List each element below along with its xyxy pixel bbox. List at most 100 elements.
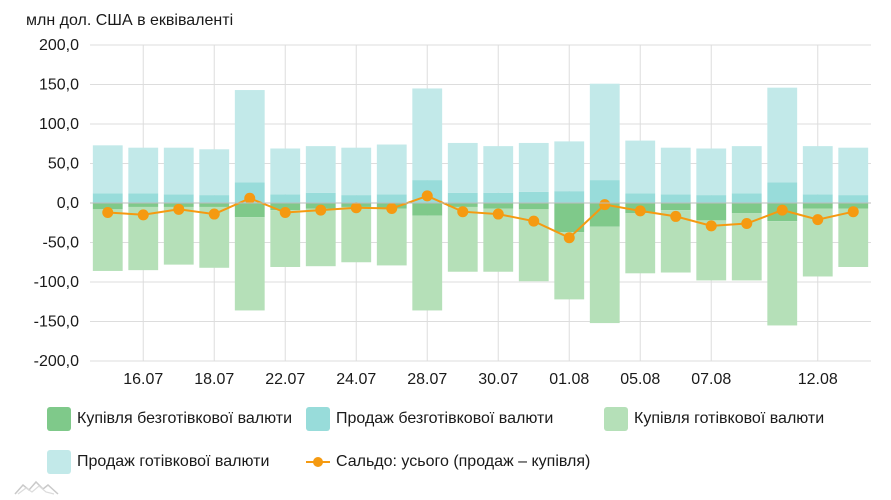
y-tick-label: -50,0: [43, 235, 80, 252]
bar-cash-sell: [341, 147, 372, 196]
legend-item-cash-sell: Продаж готівкової валюти: [47, 450, 269, 474]
bar-noncash-buy: [234, 203, 265, 218]
bar-cash-sell: [518, 142, 549, 192]
y-tick-label: 150,0: [39, 77, 79, 94]
balance-point: [634, 205, 646, 217]
bar-noncash-sell: [305, 192, 336, 203]
legend-swatch-noncash-buy: [47, 407, 71, 431]
bar-cash-sell: [554, 141, 585, 192]
x-tick-label: 07.08: [691, 371, 731, 388]
bar-noncash-sell: [128, 193, 159, 203]
bar-noncash-buy: [270, 203, 301, 211]
bar-noncash-sell: [447, 192, 478, 203]
legend-marker-balance: [306, 450, 330, 474]
bar-noncash-sell: [92, 193, 123, 203]
bar-cash-buy: [767, 221, 798, 326]
balance-point: [386, 203, 398, 215]
balance-point: [279, 206, 291, 218]
y-tick-label: 50,0: [48, 156, 79, 173]
balance-line: [107, 194, 854, 239]
bar-noncash-buy: [92, 203, 123, 210]
balance-point: [599, 199, 611, 211]
logo-icon: [14, 480, 59, 495]
bar-cash-sell: [483, 146, 514, 193]
balance-point: [705, 220, 717, 232]
bar-cash-sell: [589, 83, 620, 181]
bar-noncash-sell: [234, 182, 265, 203]
bar-cash-buy: [838, 208, 869, 267]
x-tick-label: 12.08: [798, 371, 838, 388]
bar-cash-sell: [128, 147, 159, 194]
bar-noncash-sell: [838, 195, 869, 203]
bar-noncash-buy: [199, 203, 230, 207]
bar-noncash-sell: [625, 193, 656, 203]
balance-point: [670, 210, 682, 222]
x-tick-label: 01.08: [549, 371, 589, 388]
bar-cash-sell: [376, 144, 407, 195]
x-tick-label: 24.07: [336, 371, 376, 388]
bar-cash-sell: [234, 90, 265, 183]
bar-noncash-buy: [447, 203, 478, 207]
y-tick-label: -200,0: [34, 353, 79, 370]
bar-cash-buy: [412, 215, 443, 311]
legend-label-balance: Сальдо: усього (продаж – купівля): [336, 453, 591, 470]
bar-cash-buy: [270, 210, 301, 267]
bar-cash-buy: [376, 208, 407, 266]
bar-noncash-sell: [554, 191, 585, 203]
legend-label-noncash-sell: Продаж безготівкової валюти: [336, 410, 554, 427]
y-tick-label: 100,0: [39, 116, 79, 133]
bar-cash-buy: [234, 217, 265, 311]
bar-noncash-sell: [199, 195, 230, 203]
bar-cash-sell: [802, 146, 833, 195]
balance-point: [421, 190, 433, 202]
legend-label-cash-buy: Купівля готівкової валюти: [634, 410, 825, 427]
legend-label-noncash-buy: Купівля безготівкової валюти: [77, 410, 293, 427]
y-tick-label: 200,0: [39, 37, 79, 54]
bar-cash-buy: [305, 208, 336, 267]
balance-point: [847, 206, 859, 218]
bar-noncash-buy: [660, 203, 691, 211]
y-tick-label: -150,0: [34, 314, 79, 331]
balance-point: [102, 206, 114, 218]
bar-noncash-sell: [589, 180, 620, 203]
bar-noncash-sell: [696, 195, 727, 203]
legend-item-noncash-sell: Продаж безготівкової валюти: [306, 407, 553, 431]
bar-cash-buy: [447, 206, 478, 272]
bar-cash-buy: [589, 226, 620, 324]
y-axis-label: млн дол. США в еквіваленті: [26, 12, 234, 29]
bar-cash-buy: [625, 213, 656, 274]
bar-noncash-buy: [483, 203, 514, 209]
bar-noncash-sell: [802, 194, 833, 203]
bar-cash-sell: [199, 149, 230, 196]
bar-cash-buy: [92, 209, 123, 271]
bar-cash-buy: [341, 206, 372, 263]
balance-point: [492, 208, 504, 220]
x-tick-label: 18.07: [194, 371, 234, 388]
bar-noncash-sell: [483, 192, 514, 203]
bar-noncash-buy: [838, 203, 869, 209]
bar-cash-sell: [696, 148, 727, 196]
bar-noncash-sell: [660, 194, 691, 203]
y-tick-label: -100,0: [34, 274, 79, 291]
bar-noncash-buy: [412, 203, 443, 216]
bar-cash-buy: [554, 232, 585, 300]
legend-swatch-noncash-sell: [306, 407, 330, 431]
x-tick-label: 16.07: [123, 371, 163, 388]
bar-noncash-sell: [270, 194, 301, 203]
balance-point: [741, 218, 753, 230]
y-tick-label: 0,0: [57, 195, 79, 212]
bar-noncash-buy: [128, 203, 159, 207]
x-tick-label: 30.07: [478, 371, 518, 388]
bar-noncash-sell: [376, 194, 407, 203]
bar-noncash-sell: [518, 191, 549, 203]
bar-cash-sell: [92, 145, 123, 194]
bar-cash-sell: [270, 148, 301, 195]
balance-point: [173, 203, 185, 215]
x-tick-label: 22.07: [265, 371, 305, 388]
legend-item-noncash-buy: Купівля безготівкової валюти: [47, 407, 292, 431]
bar-cash-sell: [447, 142, 478, 193]
bar-noncash-sell: [163, 194, 194, 203]
bar-cash-sell: [767, 87, 798, 183]
legend-item-cash-buy: Купівля готівкової валюти: [604, 407, 824, 431]
